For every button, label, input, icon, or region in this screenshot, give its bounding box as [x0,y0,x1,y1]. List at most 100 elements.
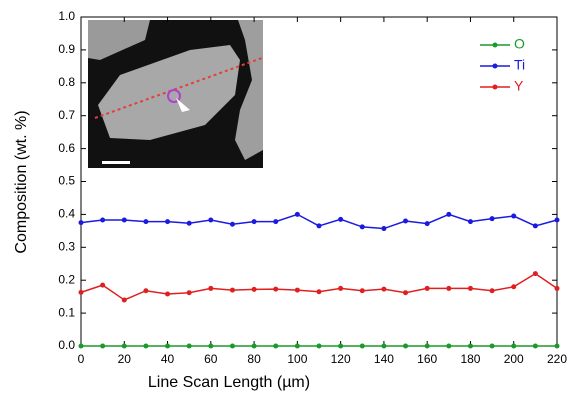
data-point [381,344,386,349]
data-point [425,221,430,226]
data-point [317,223,322,228]
x-tick-label: 200 [504,352,524,366]
data-point [230,288,235,293]
data-point [252,219,257,224]
x-tick-label: 80 [247,352,261,366]
data-point [381,226,386,231]
x-tick-label: 120 [331,352,351,366]
x-tick-label: 0 [78,352,85,366]
data-point [555,217,560,222]
data-point [403,218,408,223]
data-point [533,223,538,228]
legend-marker [493,64,498,69]
data-point [273,219,278,224]
x-tick-label: 180 [460,352,480,366]
data-point [360,344,365,349]
data-point [165,292,170,297]
data-point [165,219,170,224]
x-tick-label: 100 [287,352,307,366]
data-point [122,297,127,302]
data-point [403,344,408,349]
legend-label: O [514,36,525,52]
legend-label: Ti [514,57,525,73]
data-point [425,286,430,291]
data-point [79,344,84,349]
data-point [143,288,148,293]
data-point [468,219,473,224]
data-point [143,344,148,349]
data-point [252,287,257,292]
y-tick-label: 0.0 [58,338,75,352]
data-point [446,212,451,217]
y-tick-label: 0.7 [58,108,75,122]
y-tick-label: 0.2 [58,272,75,286]
data-point [79,220,84,225]
legend-marker [493,85,498,90]
y-tick-label: 0.6 [58,141,75,155]
data-point [511,344,516,349]
data-point [187,290,192,295]
data-point [403,290,408,295]
data-point [490,216,495,221]
y-tick-label: 1.0 [58,9,75,23]
data-point [338,217,343,222]
x-tick-label: 60 [204,352,218,366]
data-point [555,286,560,291]
data-point [317,289,322,294]
x-tick-label: 20 [118,352,132,366]
chart: Line Scan Length (µm) Composition (wt. %… [0,0,577,401]
data-point [208,217,213,222]
data-point [468,286,473,291]
data-point [533,271,538,276]
data-point [100,217,105,222]
data-point [100,283,105,288]
y-tick-label: 0.9 [58,42,75,56]
data-point [446,344,451,349]
data-point [122,344,127,349]
data-point [468,344,473,349]
data-point [338,286,343,291]
data-point [230,222,235,227]
data-point [230,344,235,349]
inset-image [88,20,263,168]
data-point [317,344,322,349]
data-point [208,344,213,349]
series-line [81,274,557,300]
data-point [187,221,192,226]
data-point [79,290,84,295]
data-point [511,214,516,219]
data-point [122,217,127,222]
x-tick-label: 140 [374,352,394,366]
data-point [165,344,170,349]
data-point [273,287,278,292]
y-tick-label: 0.4 [58,207,75,221]
data-point [295,344,300,349]
data-point [555,344,560,349]
x-axis-label: Line Scan Length (µm) [148,374,310,391]
y-axis-label: Composition (wt. %) [13,110,30,253]
data-point [381,287,386,292]
data-point [100,344,105,349]
legend-label: Y [514,78,524,94]
data-point [143,219,148,224]
x-tick-label: 220 [547,352,567,366]
data-point [187,344,192,349]
x-tick-label: 160 [417,352,437,366]
data-point [425,344,430,349]
data-point [360,224,365,229]
x-tick-label: 40 [161,352,175,366]
data-point [446,286,451,291]
y-tick-label: 0.1 [58,305,75,319]
data-point [490,344,495,349]
data-point [511,284,516,289]
data-point [295,212,300,217]
y-tick-label: 0.3 [58,239,75,253]
y-tick-label: 0.8 [58,75,75,89]
y-tick-label: 0.5 [58,174,75,188]
data-point [273,344,278,349]
data-point [208,286,213,291]
data-point [338,344,343,349]
legend-marker [493,43,498,48]
data-point [533,344,538,349]
data-point [295,288,300,293]
